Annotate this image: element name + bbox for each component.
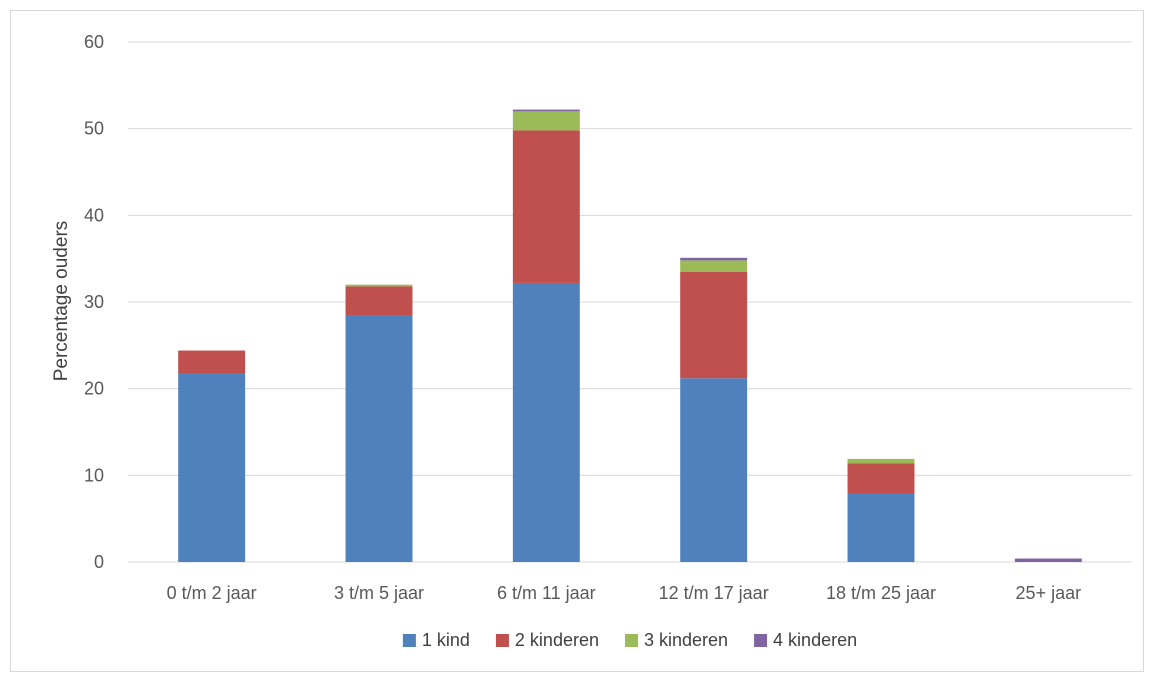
legend-label: 2 kinderen [515,630,599,650]
bar-segment [847,463,915,494]
bar-segment [345,315,413,562]
bar-segment [680,257,748,261]
bar-segment [680,378,748,562]
x-tick-label: 3 t/m 5 jaar [334,583,424,603]
bar-segment [512,111,580,131]
gridlines [128,41,1132,563]
y-tick-label: 10 [84,465,104,485]
x-tick-label: 6 t/m 11 jaar [497,583,596,603]
legend-item: 1 kind [402,630,470,650]
y-tick-label: 60 [84,32,104,52]
legend: 1 kind 2 kinderen 3 kinderen 4 kinderen [402,630,857,650]
legend-label: 3 kinderen [644,630,728,650]
bar-segment [847,493,915,562]
bar-segment [178,350,246,374]
bar-segment [680,271,748,379]
bar-segment [847,458,915,464]
legend-label: 4 kinderen [773,630,857,650]
x-tick-label: 25+ jaar [1016,583,1082,603]
legend-item: 4 kinderen [754,630,857,650]
x-axis-ticks: 0 t/m 2 jaar 3 t/m 5 jaar 6 t/m 11 jaar 12 … [167,583,1081,603]
bar-segment [512,282,580,562]
legend-swatch [402,634,416,647]
legend-swatch [495,634,509,647]
bar-segment [680,260,748,272]
bar-segment [178,373,246,562]
bar-segment [345,286,413,315]
legend-item: 2 kinderen [495,630,599,650]
bar-segment [512,109,580,112]
bar-segment [1014,558,1082,562]
y-axis-title: Percentage ouders [51,221,72,382]
y-axis-ticks: 0 10 20 30 40 50 60 [84,32,104,572]
x-tick-label: 0 t/m 2 jaar [167,583,257,603]
legend-swatch [624,634,638,647]
legend-label: 1 kind [422,630,470,650]
y-tick-label: 30 [84,292,104,312]
legend-item: 3 kinderen [624,630,728,650]
x-tick-label: 18 t/m 25 jaar [826,583,936,603]
bar-segment [345,284,413,287]
y-tick-label: 20 [84,379,104,399]
x-tick-label: 12 t/m 17 jaar [659,583,769,603]
y-tick-label: 0 [94,552,104,572]
bar-series [178,109,1082,562]
legend-swatch [754,634,768,647]
bar-segment [512,130,580,283]
y-tick-label: 40 [84,205,104,225]
y-tick-label: 50 [84,119,104,139]
